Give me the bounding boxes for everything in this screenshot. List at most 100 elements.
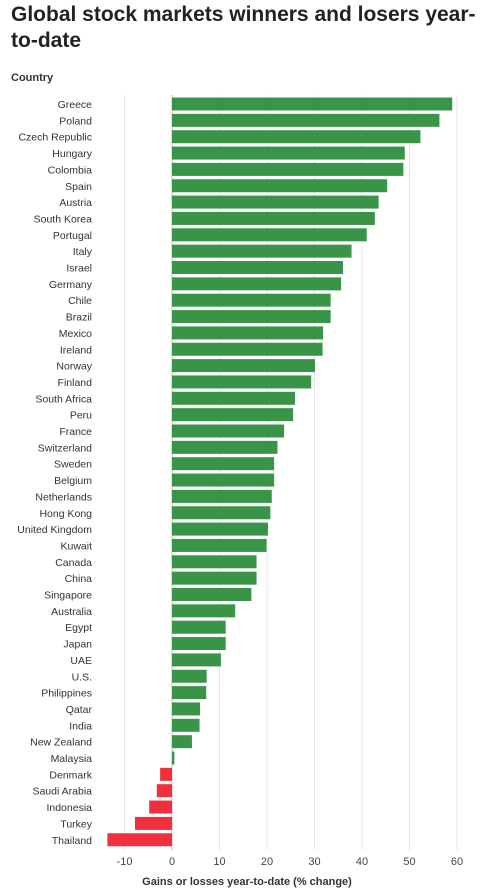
category-label: Israel [66,263,92,275]
category-label: Norway [56,361,92,373]
category-label: Germany [49,279,93,291]
category-label: Portugal [53,230,92,242]
category-label: South Korea [34,213,93,225]
category-axis-label: Country [11,72,54,84]
category-label: France [59,426,92,438]
bar [172,473,275,487]
category-label: Denmark [49,769,92,781]
category-label: Greece [58,99,93,111]
category-label: Sweden [54,459,92,471]
bar [107,833,172,847]
bar [172,277,342,291]
category-label: Japan [63,639,92,651]
bar [172,751,175,765]
category-label: United Kingdom [17,524,92,536]
category-label: Austria [59,197,92,209]
bar [172,228,367,242]
category-label: Czech Republic [18,132,92,144]
category-label: Switzerland [38,442,92,454]
category-label: Thailand [52,835,92,847]
category-label: Singapore [44,590,92,602]
bar [172,538,267,552]
bar [172,195,379,209]
category-label: Saudi Arabia [32,786,92,798]
category-label: Colombia [48,164,93,176]
bar [172,440,278,454]
bar [172,162,404,176]
bar [172,261,343,274]
bar [172,146,405,160]
category-label: China [65,573,93,585]
bar [172,113,440,127]
category-label: Netherlands [35,491,92,503]
category-label: Mexico [59,328,92,340]
bar [172,637,226,651]
bar [172,310,331,324]
bar [172,211,375,225]
bar [172,571,257,585]
category-label: Hong Kong [39,508,92,520]
chart-title: Global stock markets winners and losers … [11,3,476,52]
bar [172,97,453,111]
bar [156,784,172,798]
bar [172,735,192,749]
category-label: Indonesia [46,802,92,814]
bar [172,326,324,340]
x-tick-label: -10 [117,856,133,868]
bar [172,424,285,438]
bar [172,130,421,144]
bar [172,359,315,373]
category-label: Finland [58,377,93,389]
x-tick-label: 10 [213,856,225,868]
bar [160,767,172,781]
x-tick-label: 20 [261,856,273,868]
bar [172,244,352,258]
category-label: Qatar [66,704,93,716]
category-label: South Africa [35,393,92,405]
x-tick-label: 0 [169,856,175,868]
category-label: Canada [55,557,92,569]
category-label: Italy [73,246,93,258]
bar [172,293,331,307]
category-label: U.S. [72,671,92,683]
bar [172,489,272,503]
category-label: Brazil [66,312,92,324]
bar [172,718,200,732]
category-label: Malaysia [51,753,93,765]
category-label: India [69,720,92,732]
bar [149,800,172,814]
x-tick-label: 30 [308,856,320,868]
x-tick-label: 50 [403,856,415,868]
bar [172,669,207,683]
bar [172,391,296,405]
bar [172,375,312,389]
bar [172,702,201,716]
x-tick-label: 40 [356,856,368,868]
bar [172,408,294,422]
category-label: Peru [70,410,92,422]
x-tick-label: 60 [451,856,463,868]
bar [172,555,257,569]
bar [172,342,323,356]
category-label: New Zealand [30,737,92,749]
bar [172,179,388,193]
category-label: Hungary [52,148,92,160]
category-label: Australia [51,606,92,618]
bar [172,457,275,471]
x-axis-label: Gains or losses year-to-date (% change) [142,876,352,888]
bar [172,686,207,700]
bar [172,522,268,536]
category-label: Poland [59,115,92,127]
bar [172,604,236,618]
category-label: Philippines [41,688,92,700]
category-label: UAE [70,655,92,667]
category-label: Chile [68,295,92,307]
bar [172,588,252,601]
category-label: Egypt [65,622,92,634]
category-label: Turkey [60,818,92,830]
bar [172,653,221,667]
bar [134,816,172,830]
category-label: Kuwait [60,540,92,552]
bar [172,506,271,520]
